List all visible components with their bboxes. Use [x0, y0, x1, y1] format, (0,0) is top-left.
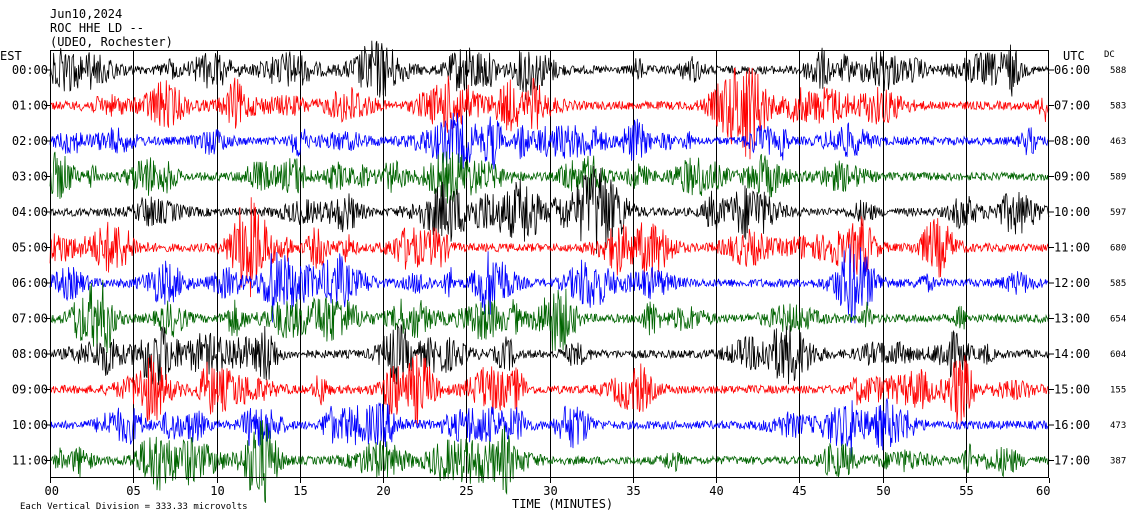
utc-hour-label: 08:00 — [1054, 134, 1090, 148]
utc-axis-label: UTC — [1063, 49, 1085, 63]
est-hour-label: 09:00 — [12, 383, 48, 397]
utc-hour-label: 06:00 — [1054, 63, 1090, 77]
x-tick-label: 35 — [626, 484, 640, 498]
trace-row-0400 — [49, 165, 1050, 254]
x-tick-label: 00 — [45, 484, 59, 498]
dc-offset-value: 387 — [1110, 457, 1126, 467]
x-tick-label: 50 — [876, 484, 890, 498]
utc-hour-label: 10:00 — [1054, 205, 1090, 219]
x-tick-label: 05 — [126, 484, 140, 498]
est-hour-label: 04:00 — [12, 205, 48, 219]
x-axis-title: TIME (MINUTES) — [512, 497, 613, 511]
utc-hour-label: 16:00 — [1054, 418, 1090, 432]
est-hour-label: 08:00 — [12, 347, 48, 361]
dc-offset-value: 473 — [1110, 421, 1126, 431]
est-hour-label: 03:00 — [12, 170, 48, 184]
utc-hour-label: 17:00 — [1054, 454, 1090, 468]
x-tick-label: 40 — [709, 484, 723, 498]
helicorder-station: ROC HHE LD -- — [50, 21, 144, 35]
utc-hour-label: 07:00 — [1054, 99, 1090, 113]
est-hour-label: 11:00 — [12, 454, 48, 468]
utc-hour-label: 13:00 — [1054, 312, 1090, 326]
trace-row-1000 — [49, 397, 1050, 461]
trace-row-0800 — [49, 324, 1050, 386]
x-tick-label: 55 — [959, 484, 973, 498]
x-tick-label: 15 — [293, 484, 307, 498]
dc-offset-value: 155 — [1110, 386, 1126, 396]
trace-row-0000 — [49, 40, 1050, 100]
utc-hour-label: 09:00 — [1054, 170, 1090, 184]
plot-axes: 00 05 10 15 20 25 30 35 40 45 50 55 60 00:00 06:00 588 0… — [12, 63, 1126, 498]
x-tick-label: 45 — [792, 484, 806, 498]
x-tick-label: 20 — [376, 484, 390, 498]
est-hour-label: 00:00 — [12, 63, 48, 77]
dc-offset-value: 597 — [1110, 208, 1126, 218]
helicorder-date: Jun10,2024 — [50, 7, 123, 21]
dc-offset-value: 463 — [1110, 137, 1126, 147]
est-hour-label: 10:00 — [12, 418, 48, 432]
dc-offset-value: 604 — [1110, 350, 1126, 360]
trace-row-0500 — [49, 197, 1050, 298]
helicorder-network: (UDEO, Rochester) — [50, 35, 173, 49]
est-hour-label: 06:00 — [12, 276, 48, 290]
trace-row-0900 — [49, 354, 1050, 427]
utc-hour-label: 15:00 — [1054, 383, 1090, 397]
dc-offset-value: 680 — [1110, 244, 1126, 254]
dc-offset-value: 588 — [1110, 66, 1126, 76]
trace-row-0100 — [49, 67, 1050, 160]
x-tick-label: 25 — [459, 484, 473, 498]
dc-offset-value: 585 — [1110, 279, 1126, 289]
est-hour-label: 07:00 — [12, 312, 48, 326]
dc-column-label: DC — [1104, 50, 1115, 60]
scale-note: Each Vertical Division = 333.33 microvol… — [20, 502, 248, 512]
trace-row-0600 — [49, 244, 1050, 324]
x-tick-label: 60 — [1036, 484, 1050, 498]
est-hour-label: 02:00 — [12, 134, 48, 148]
dc-offset-value: 583 — [1110, 102, 1126, 112]
seismic-traces — [49, 40, 1050, 503]
plot-grid — [133, 50, 967, 478]
est-hour-label: 05:00 — [12, 241, 48, 255]
dc-offset-value: 589 — [1110, 173, 1126, 183]
utc-hour-label: 11:00 — [1054, 241, 1090, 255]
trace-row-0300 — [49, 151, 1050, 204]
utc-hour-label: 14:00 — [1054, 347, 1090, 361]
trace-row-1100 — [49, 420, 1050, 503]
trace-row-0700 — [49, 279, 1050, 357]
utc-hour-label: 12:00 — [1054, 276, 1090, 290]
trace-row-0200 — [49, 112, 1050, 170]
plot-frame — [50, 50, 1049, 478]
est-hour-label: 01:00 — [12, 99, 48, 113]
x-tick-label: 30 — [543, 484, 557, 498]
dc-offset-value: 654 — [1110, 315, 1126, 325]
x-tick-label: 10 — [210, 484, 224, 498]
est-axis-label: EST — [0, 49, 22, 63]
